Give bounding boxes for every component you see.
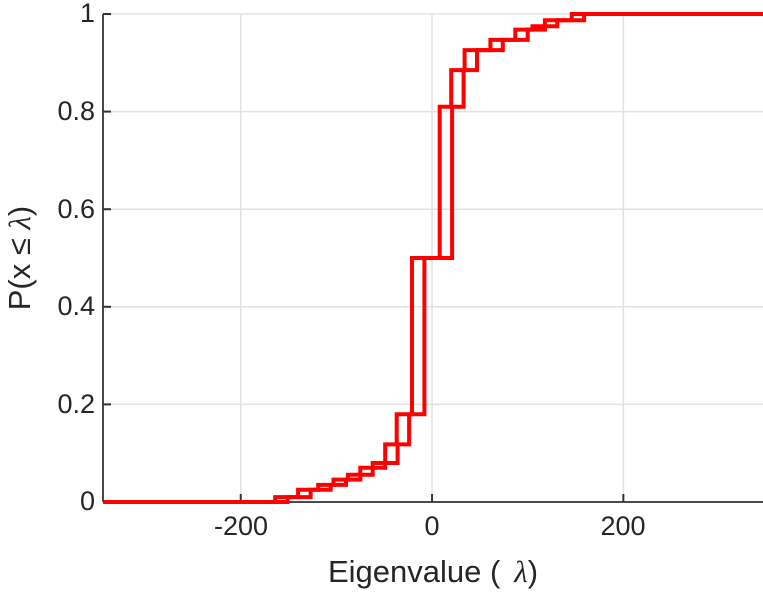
y-tick-label-0: 0 [79,486,95,516]
x-axis-label: Eigenvalue ( λ) [328,554,538,590]
lambda-symbol: λ [2,216,37,230]
y-axis-label-close: ) [2,205,37,217]
y-tick-label-0-4: 0.4 [57,291,95,321]
x-axis-label-close: ) [527,554,539,589]
y-tick-label-0-8: 0.8 [57,96,95,126]
x-tick-label-0: 0 [424,511,440,541]
y-tick-label-0-2: 0.2 [57,389,95,419]
lambda-symbol: λ [514,554,528,589]
x-tick-label-neg200: -200 [213,511,269,541]
ecdf-curve-2 [103,12,763,504]
y-axis-label: P(x ≤ λ) [2,206,38,311]
y-axis-label-text: P(x ≤ [2,229,37,311]
x-axis-label-text: Eigenvalue ( [327,554,501,589]
y-tick-label-0-6: 0.6 [57,194,95,224]
x-tick-label-200: 200 [600,511,646,541]
y-tick-label-1: 1 [79,0,95,28]
